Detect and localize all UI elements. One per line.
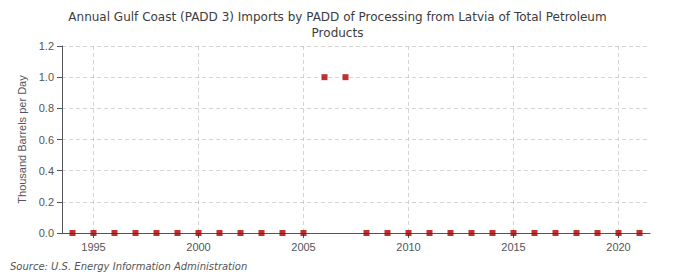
svg-text:0.4: 0.4 <box>39 165 54 177</box>
svg-text:1995: 1995 <box>81 241 105 253</box>
svg-text:0.0: 0.0 <box>39 227 54 239</box>
svg-text:Products: Products <box>312 26 364 40</box>
svg-text:2000: 2000 <box>186 241 210 253</box>
svg-text:2010: 2010 <box>396 241 420 253</box>
svg-text:1.0: 1.0 <box>39 71 54 83</box>
svg-text:1.2: 1.2 <box>39 40 54 52</box>
svg-text:0.8: 0.8 <box>39 102 54 114</box>
svg-text:2005: 2005 <box>291 241 315 253</box>
svg-text:Thousand Barrels per Day: Thousand Barrels per Day <box>16 75 28 204</box>
svg-text:Source: U.S. Energy Informatio: Source: U.S. Energy Information Administ… <box>10 261 247 272</box>
svg-text:2015: 2015 <box>501 241 525 253</box>
svg-text:0.2: 0.2 <box>39 196 54 208</box>
svg-text:Annual Gulf Coast (PADD 3) Imp: Annual Gulf Coast (PADD 3) Imports by PA… <box>68 10 606 24</box>
svg-text:2020: 2020 <box>606 241 630 253</box>
svg-text:0.6: 0.6 <box>39 134 54 146</box>
